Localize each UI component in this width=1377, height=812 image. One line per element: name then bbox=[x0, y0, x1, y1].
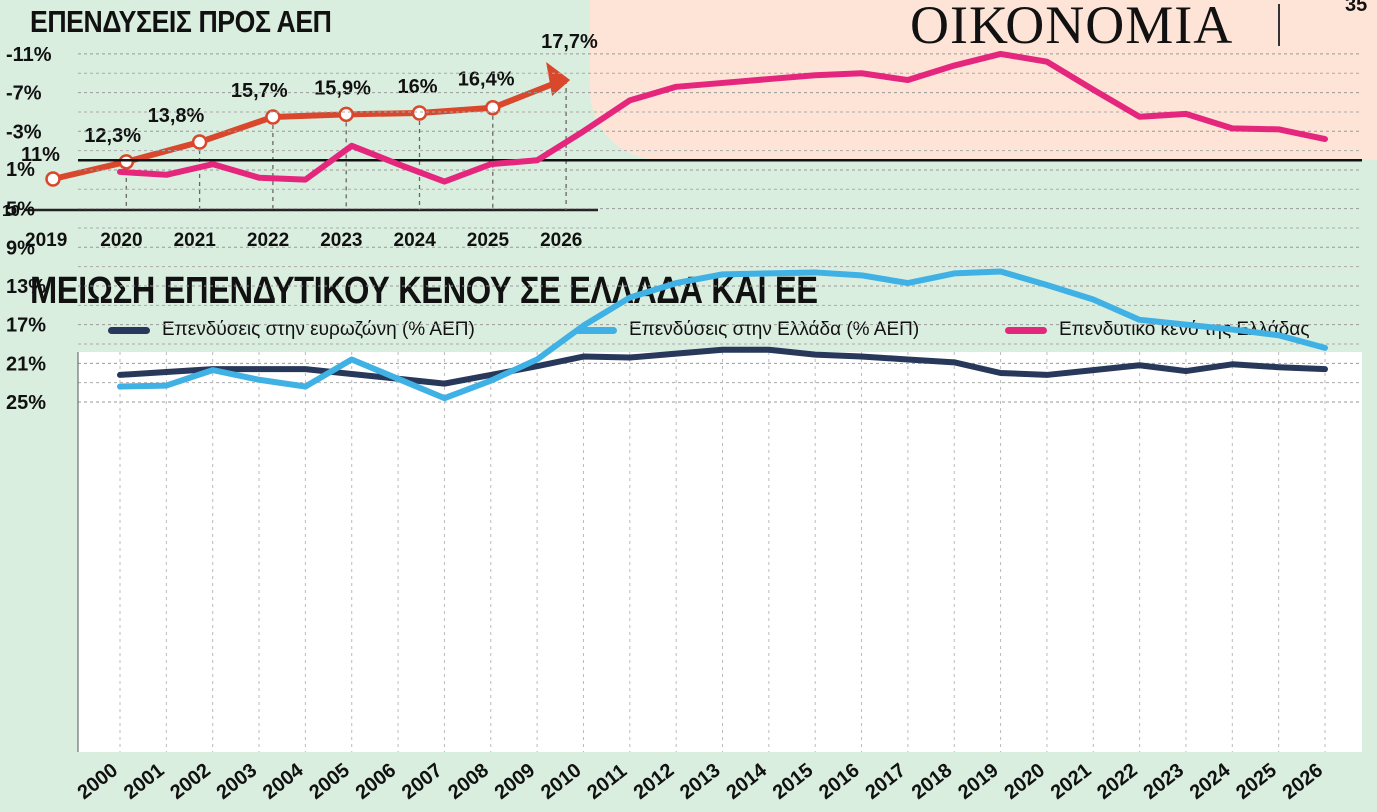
legend-label-gap: Επενδυτικό κενό της Ελλάδας bbox=[1059, 319, 1310, 340]
chart2-x-tick: 2010 bbox=[537, 759, 586, 804]
chart2-title: ΜΕΙΩΣΗ ΕΠΕΝΔΥΤΙΚΟΥ ΚΕΝΟΥ ΣΕ ΕΛΛΑΔΑ ΚΑΙ Ε… bbox=[30, 270, 818, 312]
chart1-data-point bbox=[191, 134, 208, 150]
legend-item-gap: Επενδυτικό κενό της Ελλάδας bbox=[1005, 318, 1309, 342]
chart1-x-tick: 2019 bbox=[25, 230, 67, 251]
chart1-data-label: 16% bbox=[398, 76, 438, 98]
chart2-x-tick: 2014 bbox=[722, 759, 771, 804]
chart1-data-label: 16,4% bbox=[458, 69, 515, 91]
chart1-data-point bbox=[338, 106, 354, 123]
chart2-x-tick: 2025 bbox=[1232, 759, 1281, 804]
chart2-x-tick: 2023 bbox=[1139, 759, 1188, 804]
chart2-y-tick: 21% bbox=[6, 353, 46, 375]
chart2-x-tick: 2005 bbox=[305, 759, 354, 804]
chart1-x-tick: 2026 bbox=[540, 230, 582, 251]
chart1-data-point bbox=[411, 105, 428, 121]
chart2-x-tick: 2024 bbox=[1186, 759, 1235, 804]
chart1-data-point bbox=[265, 109, 281, 125]
chart2-x-tick: 2016 bbox=[815, 759, 864, 804]
chart2-series-line-0 bbox=[117, 346, 1328, 387]
chart2-x-tick: 2015 bbox=[769, 759, 818, 804]
chart1-title: ΕΠΕΝΔΥΣΕΙΣ ΠΡΟΣ ΑΕΠ bbox=[30, 4, 332, 39]
chart2-y-tick: 17% bbox=[6, 315, 46, 337]
chart1-data-label: 15,9% bbox=[314, 77, 371, 99]
chart2-x-tick: 2006 bbox=[352, 759, 401, 804]
chart2-x-tick: 2013 bbox=[676, 759, 725, 804]
legend-label-eurozone: Επενδύσεις στην ευρωζώνη (% ΑΕΠ) bbox=[162, 319, 475, 340]
chart1-data-label: 12,3% bbox=[84, 125, 141, 147]
chart1-x-tick: 2024 bbox=[394, 230, 437, 251]
chart1-x-tick: 2020 bbox=[100, 230, 142, 251]
chart1-data-point bbox=[45, 171, 61, 187]
chart2-x-tick: 2000 bbox=[74, 759, 123, 804]
chart1-data-label: 11% bbox=[21, 144, 60, 166]
chart1-data-point bbox=[485, 99, 501, 116]
page-number: 35 bbox=[1345, 0, 1368, 16]
chart2-x-tick: 2007 bbox=[398, 759, 447, 804]
chart2-x-tick: 2020 bbox=[1000, 759, 1049, 804]
chart2-x-tick: 2012 bbox=[630, 759, 679, 804]
legend-item-eurozone: Επενδύσεις στην ευρωζώνη (% ΑΕΠ) bbox=[108, 318, 475, 342]
chart1-x-tick: 2025 bbox=[467, 230, 510, 251]
chart2-x-tick: 2021 bbox=[1047, 759, 1096, 804]
chart1-baseline-label: 10 bbox=[2, 203, 20, 220]
chart1-x-tick: 2023 bbox=[320, 230, 362, 251]
legend-item-greece: Επενδύσεις στην Ελλάδα (% ΑΕΠ) bbox=[575, 318, 919, 342]
chart1-data-label: 17,7% bbox=[541, 31, 598, 53]
chart2-x-tick: 2008 bbox=[444, 759, 493, 804]
chart1-data-point bbox=[118, 154, 135, 170]
chart1-x-tick: 2022 bbox=[247, 230, 289, 251]
chart1-data-label: 15,7% bbox=[231, 80, 288, 102]
chart2-x-tick: 2009 bbox=[491, 759, 540, 804]
chart1-x-tick: 2021 bbox=[174, 230, 217, 251]
section-divider bbox=[1278, 4, 1280, 46]
chart2-x-tick: 2022 bbox=[1093, 759, 1142, 804]
investment-gdp-chart: 10 11% 2019 12,3% 2020 13,8% 2021 15,7% 2022 15,9… bbox=[2, 31, 598, 251]
chart2-y-tick: 25% bbox=[6, 392, 46, 414]
chart2-x-tick: 2026 bbox=[1279, 759, 1328, 804]
chart2-x-tick: 2017 bbox=[861, 759, 910, 804]
legend-swatch-gap bbox=[1005, 326, 1047, 334]
chart2-plot-area bbox=[78, 352, 1362, 752]
chart2-x-tick: 2001 bbox=[120, 759, 169, 804]
chart2-x-tick: 2003 bbox=[213, 759, 262, 804]
chart2-x-tick: 2004 bbox=[259, 759, 308, 804]
chart2-x-tick: 2019 bbox=[954, 759, 1003, 804]
chart2-x-tick: 2011 bbox=[583, 760, 631, 804]
chart2-x-tick: 2018 bbox=[908, 759, 957, 804]
legend-label-greece: Επενδύσεις στην Ελλάδα (% ΑΕΠ) bbox=[629, 319, 920, 340]
chart1-data-label: 13,8% bbox=[148, 105, 205, 127]
legend-swatch-greece bbox=[575, 326, 617, 334]
chart2-x-tick: 2002 bbox=[166, 759, 215, 804]
legend-swatch-eurozone bbox=[108, 326, 150, 334]
section-title: ΟΙΚΟΝΟΜΙΑ bbox=[910, 0, 1234, 55]
